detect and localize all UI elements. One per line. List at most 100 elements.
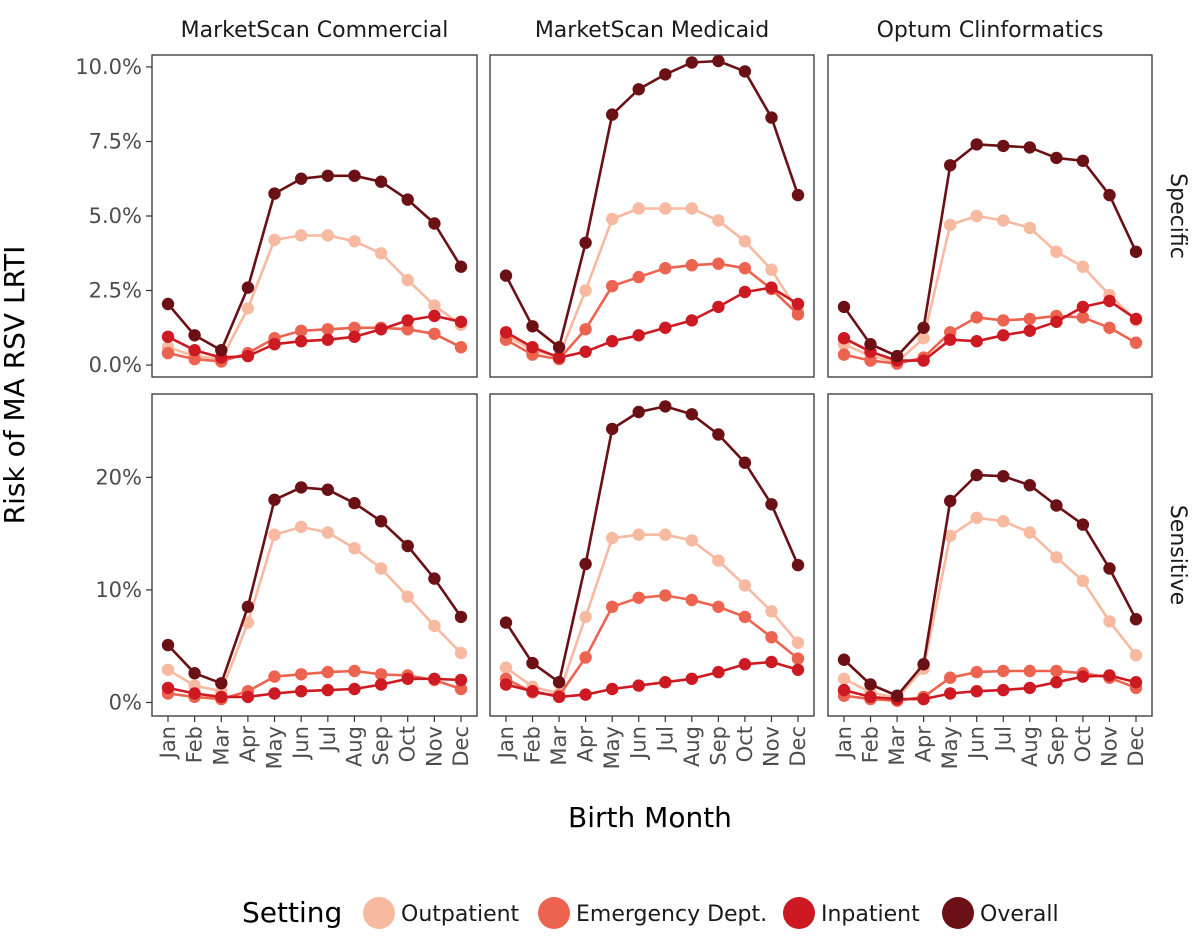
point-inpatient-oct [738, 658, 752, 671]
legend-key-overall [942, 897, 974, 929]
point-overall-oct [1076, 154, 1090, 167]
y-axis-title: Risk of MA RSV LRTI [0, 246, 31, 525]
point-overall-feb [188, 329, 201, 342]
point-overall-apr [241, 281, 255, 294]
point-inpatient-dec [1129, 312, 1143, 326]
point-inpatient-jun [970, 685, 983, 698]
point-emergency-dept-jul [997, 314, 1010, 327]
point-overall-aug [348, 497, 361, 510]
panel-frame [151, 54, 478, 378]
point-inpatient-jan [837, 332, 851, 345]
x-tick-label-0-sep: Sep [369, 726, 393, 766]
point-emergency-dept-jul [659, 262, 672, 275]
point-overall-aug [1023, 479, 1036, 492]
point-inpatient-nov [428, 672, 441, 685]
x-axis-layer: Jan Feb Mar Apr May Jun Jul Aug Sep Oct Nov Dec Jan F… [156, 716, 1148, 769]
point-overall-jan [837, 300, 851, 314]
x-axis-title: Birth Month [568, 801, 732, 834]
point-inpatient-oct [738, 285, 752, 299]
point-overall-aug [685, 408, 698, 421]
point-inpatient-sep [374, 678, 388, 691]
point-overall-sep [1050, 499, 1063, 512]
point-overall-apr [579, 557, 592, 571]
strip-label-specific: Specific [1165, 173, 1190, 259]
legend-title: Setting [242, 896, 342, 929]
x-tick-label-1-apr: Apr [574, 726, 598, 763]
point-emergency-dept-jul [659, 589, 672, 602]
point-inpatient-jul [997, 683, 1010, 697]
point-outpatient-apr [579, 610, 592, 624]
point-outpatient-oct [1076, 260, 1090, 273]
panel-frame [151, 393, 478, 717]
point-outpatient-aug [348, 542, 361, 555]
point-outpatient-jan [837, 672, 851, 685]
point-overall-oct [401, 539, 414, 553]
y-tick-label-sensitive-1: 10% [95, 578, 142, 602]
panels-layer [151, 54, 1153, 717]
point-overall-may [944, 159, 957, 172]
x-tick-label-1-oct: Oct [733, 726, 757, 762]
point-outpatient-may [606, 212, 619, 226]
point-inpatient-jan [161, 681, 175, 695]
point-emergency-dept-sep [374, 668, 388, 681]
point-outpatient-jul [659, 202, 672, 215]
point-inpatient-may [944, 333, 957, 346]
x-tick-label-1-nov: Nov [759, 726, 783, 767]
x-tick-label-1-jun: Jun [627, 726, 651, 761]
point-inpatient-apr [241, 349, 255, 363]
legend-label-outpatient: Outpatient [401, 902, 520, 927]
point-overall-dec [454, 260, 468, 273]
point-inpatient-mar [552, 690, 566, 704]
x-tick-label-0-nov: Nov [422, 726, 446, 767]
panel-frame [827, 393, 1153, 717]
point-emergency-dept-jul [321, 665, 334, 679]
point-overall-mar [215, 344, 228, 357]
point-emergency-dept-aug [685, 259, 698, 272]
y-tick-label-specific-3: 7.5% [89, 129, 142, 153]
point-inpatient-aug [1023, 681, 1036, 695]
point-outpatient-aug [1023, 221, 1036, 235]
series-overall [837, 138, 1143, 363]
point-emergency-dept-oct [1076, 311, 1090, 324]
x-tick-label-1-sep: Sep [706, 726, 730, 766]
point-overall-nov [765, 498, 778, 511]
point-outpatient-jan [499, 661, 513, 674]
point-emergency-dept-aug [685, 593, 698, 607]
legend-label-overall: Overall [980, 902, 1059, 927]
x-tick-label-0-apr: Apr [236, 726, 260, 763]
point-emergency-dept-aug [1023, 664, 1036, 678]
point-inpatient-jan [499, 326, 513, 339]
point-emergency-dept-oct [401, 323, 414, 336]
x-tick-label-1-jan: Jan [494, 726, 518, 760]
point-overall-dec [454, 610, 468, 624]
point-emergency-dept-may [606, 600, 619, 613]
point-outpatient-aug [1023, 526, 1036, 539]
point-overall-jun [970, 468, 983, 482]
point-outpatient-dec [1129, 649, 1143, 662]
legend-label-emergency-dept: Emergency Dept. [576, 902, 767, 927]
series-overall [499, 400, 805, 689]
point-emergency-dept-dec [791, 652, 805, 665]
strip-label-optum-clinformatics: Optum Clinformatics [877, 18, 1104, 43]
point-emergency-dept-dec [791, 308, 805, 321]
point-emergency-dept-oct [738, 610, 752, 624]
point-overall-nov [1103, 562, 1116, 575]
point-outpatient-oct [401, 590, 414, 603]
point-inpatient-jul [659, 676, 672, 689]
point-emergency-dept-may [268, 670, 281, 683]
panel-marketscan-medicaid-sensitive [489, 393, 815, 717]
point-overall-aug [1023, 141, 1036, 154]
point-emergency-dept-jan [837, 348, 851, 361]
x-tick-label-0-jun: Jun [289, 726, 313, 761]
point-emergency-dept-may [606, 279, 619, 293]
point-emergency-dept-aug [1023, 312, 1036, 326]
point-outpatient-nov [765, 605, 778, 618]
panel-marketscan-commercial-sensitive [151, 393, 478, 717]
point-inpatient-may [606, 682, 619, 696]
point-inpatient-apr [917, 354, 930, 367]
x-tick-label-0-mar: Mar [209, 726, 233, 766]
y-tick-label-sensitive-0: 0% [109, 690, 142, 714]
point-inpatient-sep [374, 323, 388, 336]
point-inpatient-sep [712, 665, 725, 679]
